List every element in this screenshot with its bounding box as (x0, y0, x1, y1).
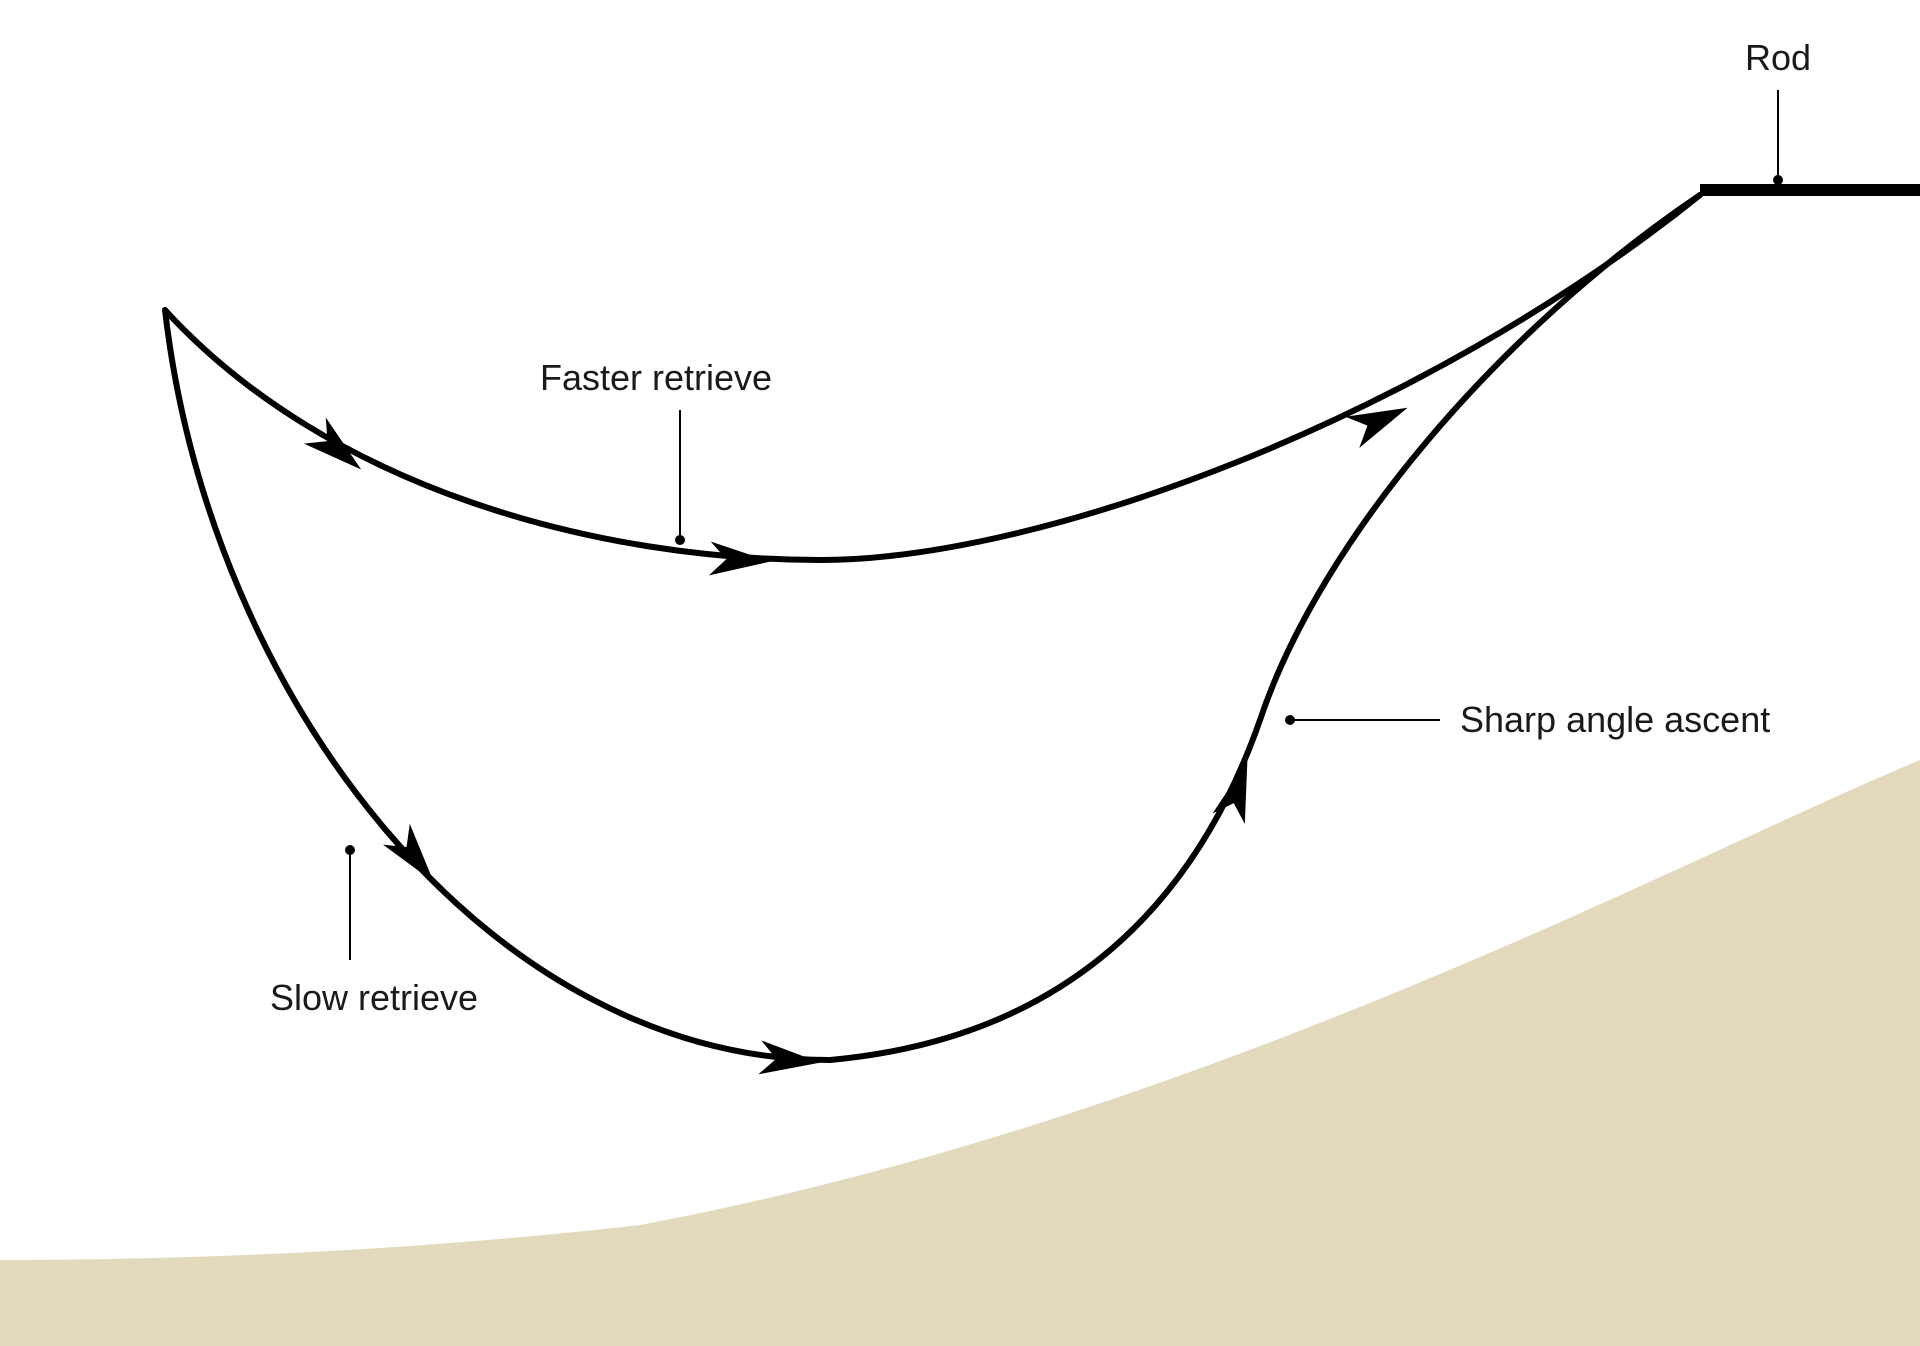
arrowhead-icon (709, 541, 771, 578)
curve-faster (165, 195, 1700, 560)
ground-shape (0, 760, 1920, 1346)
pointer-dot-slow-retrieve (345, 845, 355, 855)
label-rod: Rod (1745, 37, 1811, 78)
arrowhead-icon (758, 1040, 821, 1079)
pointer-dot-sharp-angle-ascent (1285, 715, 1295, 725)
curve-slow (165, 195, 1700, 1060)
pointer-dot-rod (1773, 175, 1783, 185)
pointer-dot-faster-retrieve (675, 535, 685, 545)
label-sharp-angle-ascent: Sharp angle ascent (1460, 699, 1770, 740)
fishing-diagram: Rod Faster retrieve Sharp angle ascent Slow… (0, 0, 1920, 1346)
label-faster-retrieve: Faster retrieve (540, 357, 772, 398)
label-slow-retrieve: Slow retrieve (270, 977, 478, 1018)
